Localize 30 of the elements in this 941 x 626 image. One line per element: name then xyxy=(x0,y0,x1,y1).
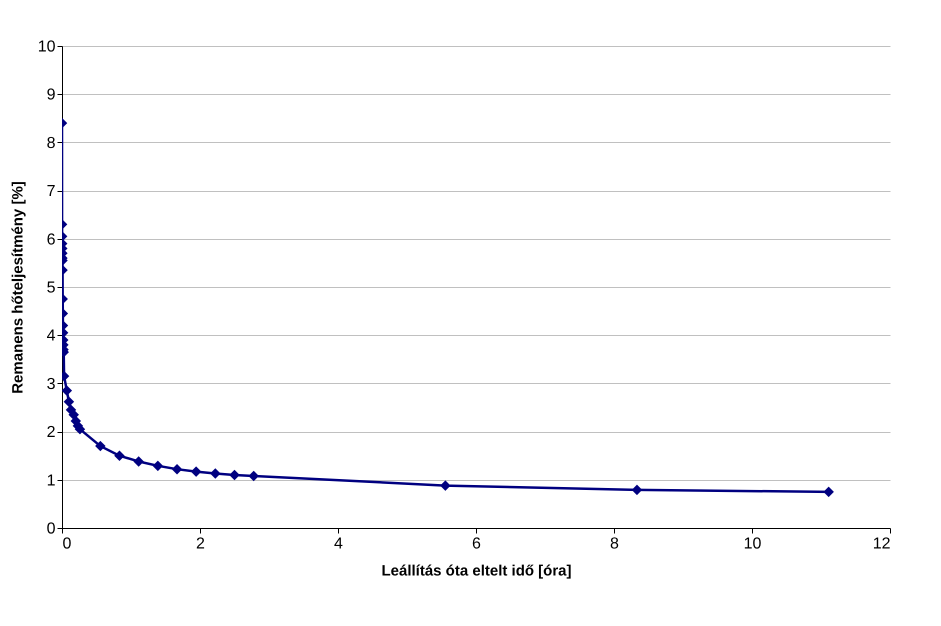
x-tick-label: 12 xyxy=(872,536,891,552)
y-tick-label: 9 xyxy=(46,86,56,104)
y-tick-label: 2 xyxy=(46,424,56,442)
x-tick-label: 10 xyxy=(744,536,762,552)
x-tick-label: 6 xyxy=(472,536,482,552)
y-axis-title: Remanens hőteljesítmény [%] xyxy=(10,181,27,394)
point xyxy=(440,480,451,491)
y-tick-label: 6 xyxy=(46,231,56,248)
point xyxy=(152,460,164,472)
y-tick-label: 7 xyxy=(46,183,56,200)
x-tick-label: 4 xyxy=(334,536,344,552)
y-tick-label: 10 xyxy=(38,38,56,56)
y-tick-label: 0 xyxy=(46,520,56,538)
point xyxy=(172,464,182,474)
y-tick-label: 3 xyxy=(46,376,56,393)
point xyxy=(210,468,221,479)
point xyxy=(229,470,240,480)
x-axis-title: Leállítás óta eltelt idő [óra] xyxy=(381,562,572,580)
x-tick-label: 8 xyxy=(610,536,620,552)
point xyxy=(248,470,259,482)
x-tick-label: 0 xyxy=(62,536,72,552)
point xyxy=(632,484,642,496)
y-tick-label: 1 xyxy=(46,472,56,490)
point xyxy=(62,385,72,396)
y-tick-label: 4 xyxy=(46,328,56,345)
point xyxy=(823,486,834,498)
point xyxy=(190,466,202,477)
y-tick-label: 5 xyxy=(46,280,56,296)
x-tick-label: 2 xyxy=(196,536,206,552)
y-tick-label: 8 xyxy=(46,134,56,152)
